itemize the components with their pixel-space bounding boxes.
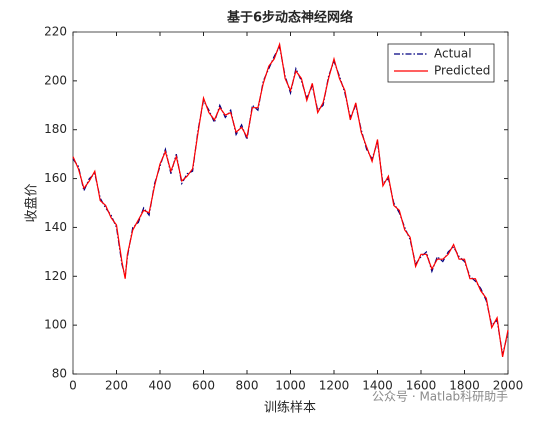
y-tick-label: 100 (44, 318, 67, 332)
legend-label: Predicted (434, 64, 490, 78)
line-series (72, 41, 509, 358)
y-tick-label: 140 (44, 220, 67, 234)
x-tick-label: 400 (149, 379, 172, 393)
y-tick-label: 220 (44, 25, 67, 39)
x-tick-label: 1200 (319, 379, 350, 393)
y-axis-label: 收盘价 (24, 183, 40, 222)
x-tick-label: 800 (236, 379, 259, 393)
y-tick-label: 120 (44, 269, 67, 283)
legend-label: Actual (434, 47, 472, 61)
y-tick-label: 160 (44, 171, 67, 185)
y-tick-label: 200 (44, 73, 67, 87)
legend-box (387, 43, 495, 83)
x-tick-label: 0 (69, 379, 77, 393)
watermark: 公众号 · Matlab科研助手 (372, 390, 508, 404)
x-axis-label: 训练样本 (264, 401, 316, 416)
x-tick-label: 1600 (406, 379, 437, 393)
y-tick-label: 180 (44, 122, 67, 136)
plot-area (72, 31, 509, 375)
x-tick-label: 1400 (362, 379, 393, 393)
y-tick-label: 80 (52, 367, 67, 381)
x-tick-label: 200 (105, 379, 128, 393)
x-tick-label: 600 (192, 379, 215, 393)
x-tick-label: 1000 (275, 379, 306, 393)
x-tick-label: 1800 (449, 379, 480, 393)
chart-title: 基于6步动态神经网络 (226, 10, 353, 26)
x-tick-label: 2000 (493, 379, 524, 393)
